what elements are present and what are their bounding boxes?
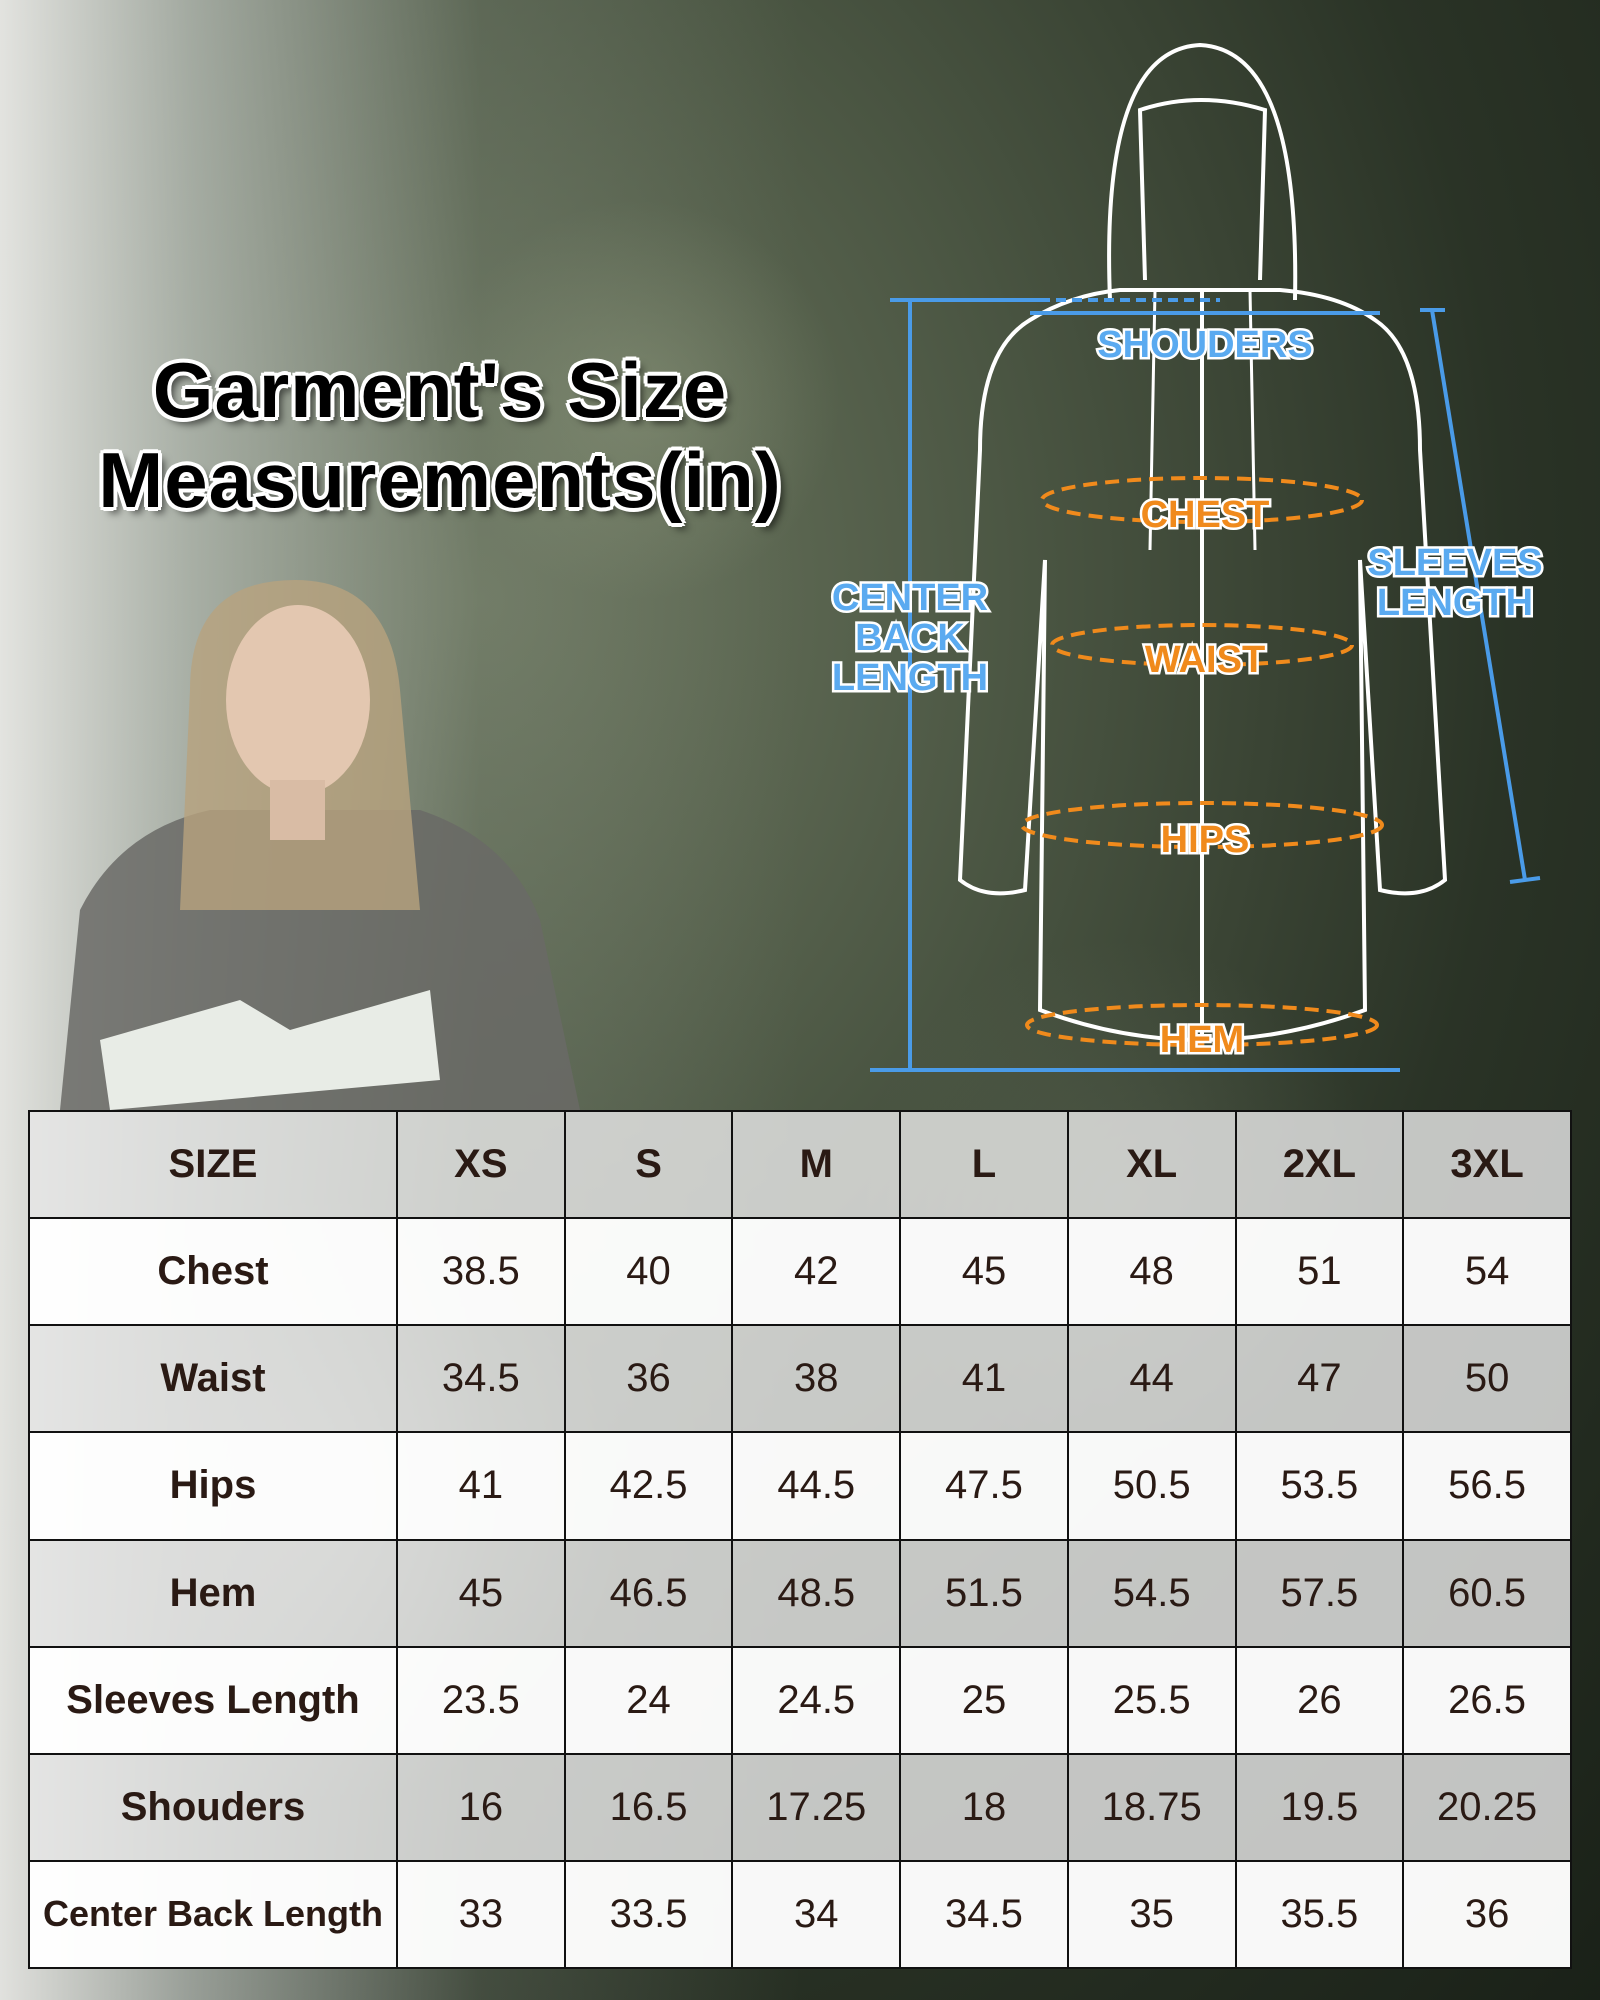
waist-label: WAIST: [1145, 639, 1265, 681]
row-label: Hips: [28, 1431, 398, 1541]
table-cell: 42: [731, 1217, 902, 1327]
table-cell: 50.5: [1066, 1431, 1237, 1541]
table-cell: 26: [1234, 1645, 1405, 1755]
table-cell: 48.5: [731, 1538, 902, 1648]
header-cell: SIZE: [28, 1109, 398, 1220]
center-back-label-2: BACK: [855, 617, 965, 659]
center-back-label-3: LENGTH: [832, 657, 988, 699]
table-cell: 42.5: [563, 1431, 734, 1541]
size-chart-table: SIZE XS S M L XL 2XL 3XL Chest 38.5 40 42 45…: [28, 1109, 1572, 1970]
table-cell: 38.5: [396, 1217, 566, 1327]
table-cell: 35.5: [1234, 1859, 1405, 1970]
hips-label: HIPS: [1161, 819, 1250, 861]
table-cell: 36: [563, 1324, 734, 1434]
table-cell: 46.5: [563, 1538, 734, 1648]
header-cell: L: [899, 1109, 1069, 1220]
chest-label: CHEST: [1141, 494, 1270, 536]
table-cell: 45: [899, 1217, 1069, 1327]
table-cell: 41: [396, 1431, 566, 1541]
table-cell: 36: [1402, 1859, 1572, 1970]
row-label: Center Back Length: [28, 1859, 398, 1970]
table-cell: 48: [1066, 1217, 1237, 1327]
table-cell: 60.5: [1402, 1538, 1572, 1648]
title-line-1: Garment's Size: [152, 346, 728, 434]
model-photo: [60, 580, 580, 1110]
row-label: Waist: [28, 1324, 398, 1434]
header-cell: XS: [396, 1109, 566, 1220]
table-cell: 47: [1234, 1324, 1405, 1434]
table-cell: 44: [1066, 1324, 1237, 1434]
table-cell: 23.5: [396, 1645, 566, 1755]
row-label: Shouders: [28, 1752, 398, 1862]
header-cell: S: [563, 1109, 734, 1220]
header-cell: 2XL: [1234, 1109, 1405, 1220]
title-line-2: Measurements(in): [98, 436, 782, 524]
table-cell: 54.5: [1066, 1538, 1237, 1648]
table-cell: 18: [899, 1752, 1069, 1862]
table-cell: 24: [563, 1645, 734, 1755]
table-cell: 34: [731, 1859, 902, 1970]
table-cell: 35: [1066, 1859, 1237, 1970]
table-cell: 24.5: [731, 1645, 902, 1755]
page-title: Garment's Size Measurements(in): [30, 345, 850, 525]
sleeves-label-1: SLEEVES: [1367, 542, 1542, 584]
table-row: Chest 38.5 40 42 45 48 51 54: [28, 1217, 1572, 1327]
table-header-row: SIZE XS S M L XL 2XL 3XL: [28, 1109, 1572, 1220]
table-cell: 47.5: [899, 1431, 1069, 1541]
table-cell: 17.25: [731, 1752, 902, 1862]
header-cell: M: [731, 1109, 902, 1220]
row-label: Sleeves Length: [28, 1645, 398, 1755]
table-cell: 54: [1402, 1217, 1572, 1327]
table-cell: 41: [899, 1324, 1069, 1434]
table-cell: 16: [396, 1752, 566, 1862]
hem-label: HEM: [1160, 1019, 1244, 1061]
table-cell: 33.5: [563, 1859, 734, 1970]
row-label: Chest: [28, 1217, 398, 1327]
table-row: Sleeves Length 23.5 24 24.5 25 25.5 26 26.5: [28, 1645, 1572, 1755]
table-cell: 16.5: [563, 1752, 734, 1862]
table-cell: 25.5: [1066, 1645, 1237, 1755]
table-cell: 33: [396, 1859, 566, 1970]
table-cell: 51: [1234, 1217, 1405, 1327]
table-row: Hem 45 46.5 48.5 51.5 54.5 57.5 60.5: [28, 1538, 1572, 1648]
table-cell: 26.5: [1402, 1645, 1572, 1755]
sleeves-label-2: LENGTH: [1377, 582, 1533, 624]
table-cell: 51.5: [899, 1538, 1069, 1648]
table-row: Center Back Length 33 33.5 34 34.5 35 35.5 36: [28, 1859, 1572, 1970]
row-label: Hem: [28, 1538, 398, 1648]
table-cell: 56.5: [1402, 1431, 1572, 1541]
table-cell: 34.5: [899, 1859, 1069, 1970]
header-cell: XL: [1066, 1109, 1237, 1220]
table-cell: 19.5: [1234, 1752, 1405, 1862]
table-row: Shouders 16 16.5 17.25 18 18.75 19.5 20.25: [28, 1752, 1572, 1862]
table-cell: 53.5: [1234, 1431, 1405, 1541]
table-row: Waist 34.5 36 38 41 44 47 50: [28, 1324, 1572, 1434]
table-row: Hips 41 42.5 44.5 47.5 50.5 53.5 56.5: [28, 1431, 1572, 1541]
header-cell: 3XL: [1402, 1109, 1572, 1220]
table-cell: 50: [1402, 1324, 1572, 1434]
table-cell: 44.5: [731, 1431, 902, 1541]
table-cell: 57.5: [1234, 1538, 1405, 1648]
table-cell: 38: [731, 1324, 902, 1434]
table-cell: 34.5: [396, 1324, 566, 1434]
table-cell: 45: [396, 1538, 566, 1648]
table-cell: 18.75: [1066, 1752, 1237, 1862]
table-cell: 40: [563, 1217, 734, 1327]
center-back-label-1: CENTER: [832, 577, 988, 619]
table-cell: 25: [899, 1645, 1069, 1755]
shoulders-label: SHOUDERS: [1097, 324, 1312, 366]
jacket-diagram: SHOUDERS CHEST WAIST HIPS HEM CENTER BAC…: [829, 42, 1545, 1072]
table-cell: 20.25: [1402, 1752, 1572, 1862]
